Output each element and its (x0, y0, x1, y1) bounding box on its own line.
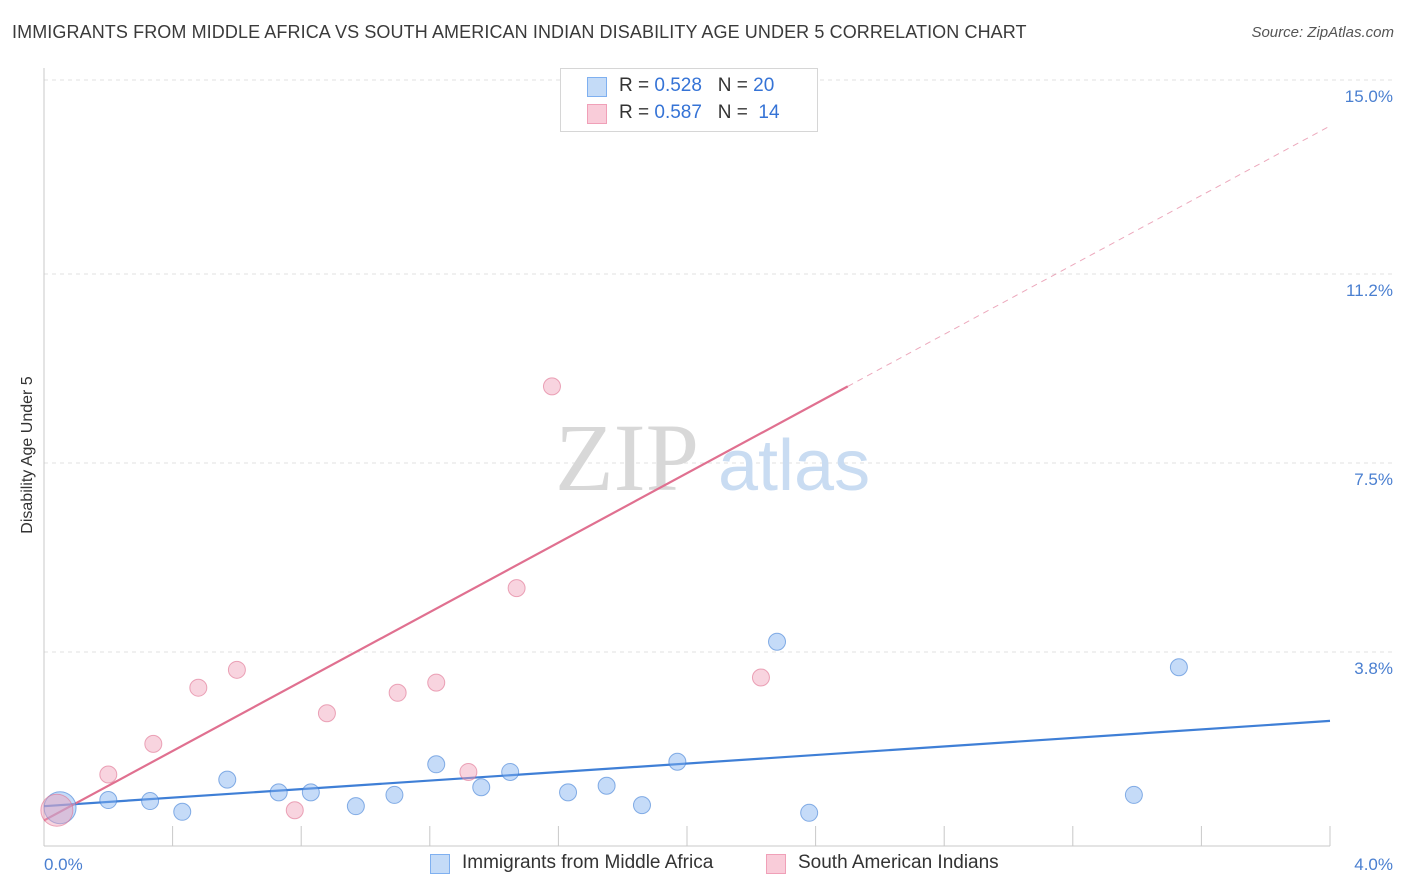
legend-r-label: R = (619, 75, 655, 96)
watermark: ZIP atlas (555, 404, 870, 511)
point-series-1 (141, 792, 160, 811)
point-series-1 (218, 770, 237, 789)
trend-lines (43, 125, 1331, 822)
point-series-1 (269, 783, 288, 802)
bottom-legend-swatch-pink (766, 854, 786, 874)
point-series-1 (346, 797, 365, 816)
gridlines (44, 79, 1395, 653)
watermark-zip: ZIP (555, 404, 699, 511)
legend-r-value: 0.587 (654, 102, 702, 123)
point-series-2 (189, 678, 208, 697)
point-series-2 (227, 660, 246, 679)
axes (43, 68, 1331, 847)
legend-n-label: N = (717, 102, 754, 123)
point-series-1 (597, 776, 616, 795)
point-series-1 (668, 752, 687, 771)
legend-r-value: 0.528 (654, 75, 702, 96)
y-tick-label: 3.8% (1354, 659, 1393, 678)
point-series-2 (388, 683, 407, 702)
point-series-1 (301, 783, 320, 802)
y-tick-label: 15.0% (1345, 87, 1393, 106)
point-series-2 (317, 704, 336, 723)
point-series-1 (385, 785, 404, 804)
point-series-2 (507, 579, 526, 598)
point-series-1 (632, 796, 651, 815)
bottom-legend-swatch-blue (430, 854, 450, 874)
point-series-2 (459, 762, 478, 781)
point-series-2 (542, 377, 561, 396)
legend-n-label: N = (717, 75, 754, 96)
point-series-1 (43, 791, 77, 825)
legend-n-value: 14 (758, 102, 780, 123)
x-tick-label: 0.0% (44, 855, 83, 874)
bottom-legend-label-2: South American Indians (798, 852, 999, 873)
trend-line-extension-2 (847, 125, 1331, 387)
point-series-1 (472, 778, 491, 797)
x-tick-label: 4.0% (1354, 855, 1393, 874)
legend-n-value: 20 (753, 75, 775, 96)
point-series-2 (40, 793, 74, 827)
bottom-legend-label-1: Immigrants from Middle Africa (462, 852, 714, 873)
point-series-2 (427, 673, 446, 692)
point-series-2 (751, 668, 770, 687)
point-series-1 (1169, 658, 1188, 677)
trend-line-2 (43, 385, 849, 822)
point-series-1 (173, 802, 192, 821)
point-series-1 (1124, 785, 1143, 804)
point-series-1 (99, 791, 118, 810)
point-series-2 (99, 765, 118, 784)
legend-r-label: R = (619, 102, 655, 123)
point-series-2 (144, 734, 163, 753)
chart-title: IMMIGRANTS FROM MIDDLE AFRICA VS SOUTH A… (12, 22, 1027, 42)
y-tick-label: 7.5% (1354, 470, 1393, 489)
point-series-1 (800, 803, 819, 822)
trend-line-1 (43, 719, 1331, 808)
point-series-1 (559, 783, 578, 802)
point-series-1 (501, 762, 520, 781)
legend-swatch-blue (587, 77, 607, 97)
y-tick-label: 11.2% (1346, 281, 1393, 300)
legend: R = 0.528 N = 20 R = 0.587 N = 14 (560, 68, 818, 132)
point-series-1 (768, 632, 787, 651)
watermark-atlas: atlas (718, 426, 870, 506)
point-series-2 (285, 801, 304, 820)
source-label: Source: ZipAtlas.com (1251, 24, 1394, 41)
legend-swatch-pink (587, 104, 607, 124)
point-series-1 (427, 755, 446, 774)
tick-labels: 3.8% 7.5% 11.2% 15.0% 0.0% 4.0% (44, 87, 1393, 874)
